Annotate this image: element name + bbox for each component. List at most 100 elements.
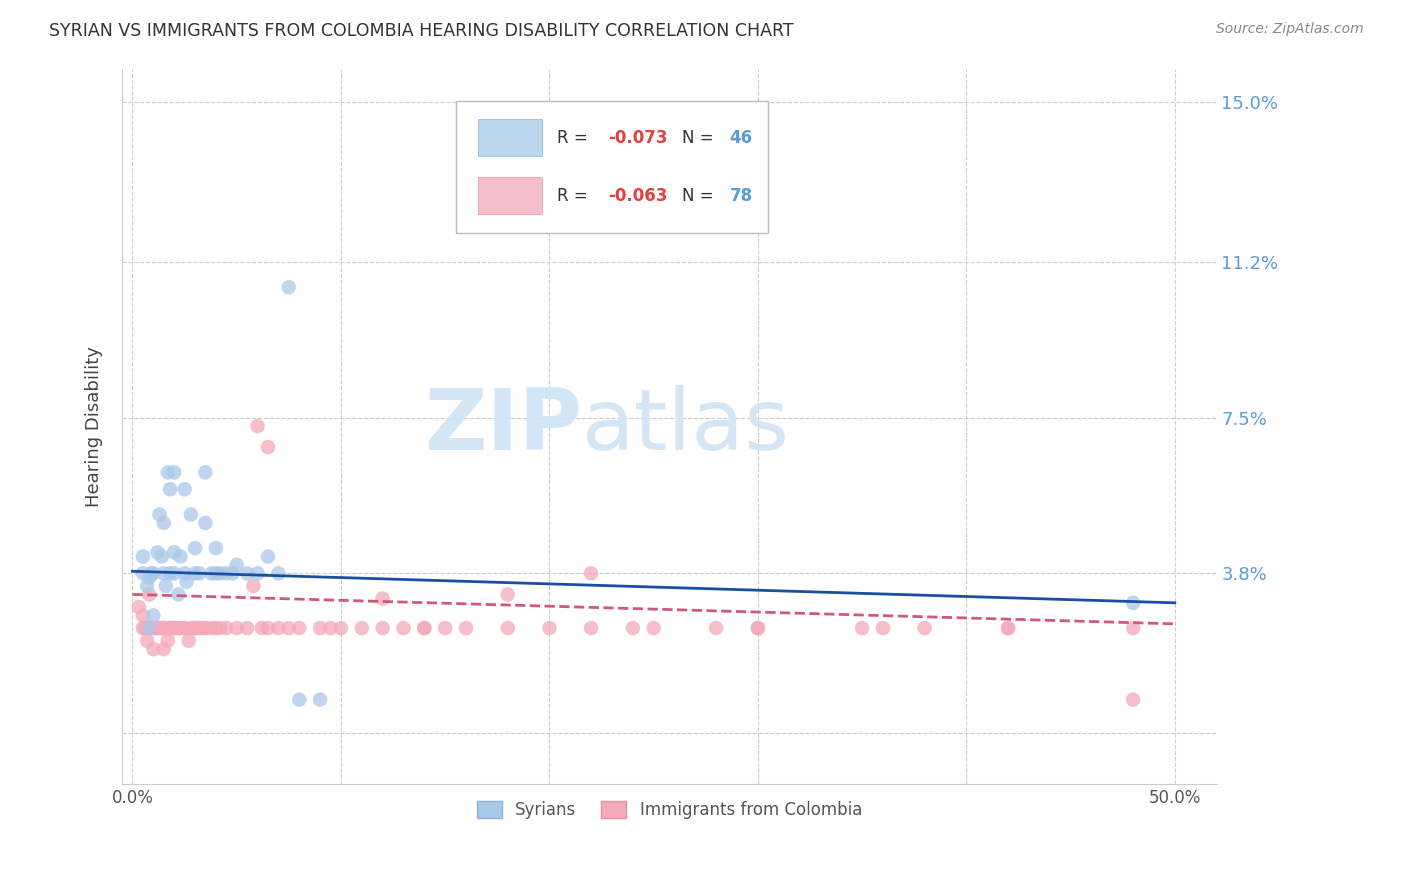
Point [1122,692,1144,706]
Point [141,621,163,635]
Point [184,621,207,635]
Point [136,633,159,648]
Point [173,482,195,496]
Point [180,621,202,635]
Point [225,558,247,572]
Point [184,541,207,556]
Point [177,633,200,648]
Point [1122,621,1144,635]
Point [309,692,332,706]
Point [267,566,290,581]
Point [371,621,394,635]
Point [851,621,873,635]
Point [704,621,727,635]
Point [152,642,174,657]
Point [132,549,155,564]
Legend: Syrians, Immigrants from Colombia: Syrians, Immigrants from Colombia [470,794,869,825]
Point [434,621,457,635]
Point [747,621,769,635]
Point [329,621,352,635]
Point [205,541,228,556]
Point [145,621,167,635]
Point [538,621,561,635]
Point [184,621,207,635]
Text: 78: 78 [730,186,752,205]
Point [142,621,165,635]
Point [194,516,217,530]
Point [132,608,155,623]
Point [134,621,156,635]
Point [142,608,165,623]
FancyBboxPatch shape [456,101,768,233]
Text: N =: N = [682,129,720,147]
Point [138,621,160,635]
Point [190,621,212,635]
Point [169,549,191,564]
Point [236,566,259,581]
Point [194,621,217,635]
Point [208,566,231,581]
Point [309,621,332,635]
Point [747,621,769,635]
Point [146,545,169,559]
Point [997,621,1019,635]
Point [159,621,181,635]
Point [201,566,224,581]
Point [413,621,436,635]
Point [173,621,195,635]
Point [150,621,173,635]
Point [148,508,170,522]
Point [173,566,195,581]
Point [221,566,243,581]
Point [167,587,190,601]
Point [132,566,155,581]
Point [371,591,394,606]
Point [184,566,207,581]
FancyBboxPatch shape [478,178,543,214]
Text: R =: R = [557,129,592,147]
Point [579,621,602,635]
Point [155,579,177,593]
Point [277,621,299,635]
Point [180,508,202,522]
Point [872,621,894,635]
Point [250,621,273,635]
Point [167,621,190,635]
Text: ZIP: ZIP [425,384,582,467]
Point [155,621,177,635]
Point [914,621,936,635]
Point [496,621,519,635]
Text: 46: 46 [730,129,752,147]
Point [496,587,519,601]
Point [152,621,174,635]
Point [141,566,163,581]
Point [257,621,280,635]
Point [136,579,159,593]
Point [246,419,269,434]
Point [142,642,165,657]
Point [1122,596,1144,610]
Point [246,566,269,581]
Point [188,621,211,635]
Point [173,621,195,635]
Point [257,440,280,454]
Point [169,621,191,635]
Text: R =: R = [557,186,592,205]
Point [150,549,173,564]
Point [138,571,160,585]
Point [156,633,179,648]
Y-axis label: Hearing Disability: Hearing Disability [86,346,103,507]
Point [163,621,186,635]
Point [159,566,181,581]
FancyBboxPatch shape [478,120,543,156]
Point [215,566,238,581]
Point [148,621,170,635]
Point [319,621,342,635]
Point [225,621,247,635]
Point [156,466,179,480]
Point [163,566,186,581]
Point [997,621,1019,635]
Text: -0.063: -0.063 [607,186,668,205]
Point [138,621,160,635]
Point [194,466,217,480]
